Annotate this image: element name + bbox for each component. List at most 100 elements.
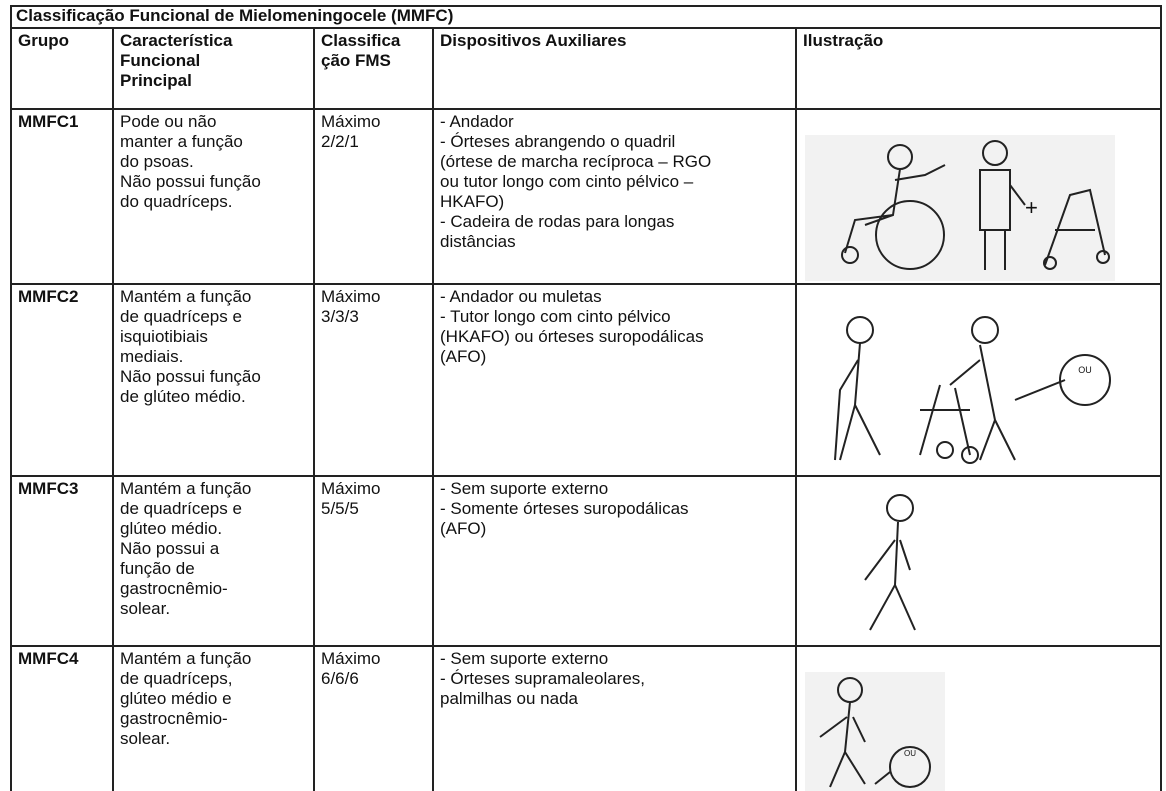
cell-line: solear. xyxy=(120,599,171,618)
table-title: Classificação Funcional de Mielomeningoc… xyxy=(16,6,454,25)
table-cell: - Andador - Órteses abrangendo o quadril(… xyxy=(440,112,711,252)
cell-line: Pode ou não xyxy=(120,112,217,131)
cell-line: solear. xyxy=(120,729,171,748)
cell-line: gastrocnêmio- xyxy=(120,709,228,728)
cell-line: Funcional xyxy=(120,51,201,70)
cell-line: Não possui a xyxy=(120,539,220,558)
callout-label: OU xyxy=(1078,365,1092,375)
table-cell: - Sem suporte externo - Órteses supramale… xyxy=(440,649,645,709)
cell-line: - Somente órteses suropodálicas xyxy=(440,499,689,518)
callout-label: OU xyxy=(904,749,916,758)
cell-line: Máximo xyxy=(321,479,381,498)
table-cell: Ilustração xyxy=(803,31,883,51)
illustration-walker: OU xyxy=(834,316,1111,464)
border xyxy=(10,5,1160,7)
table-cell: MMFC4 xyxy=(18,649,78,669)
cell-line: glúteo médio. xyxy=(120,519,223,538)
table-cell: - Sem suporte externo - Somente órteses s… xyxy=(440,479,689,539)
table-cell: Máximo 2/2/1 xyxy=(321,112,381,152)
cell-line: MMFC3 xyxy=(18,479,79,498)
table-cell: Classifica ção FMS xyxy=(321,31,400,71)
table-cell: MMFC2 xyxy=(18,287,78,307)
cell-line: 2/2/1 xyxy=(321,132,359,151)
cell-line: de quadríceps e xyxy=(120,499,242,518)
cell-line: MMFC1 xyxy=(18,112,79,131)
cell-line: Grupo xyxy=(18,31,69,50)
cell-line: (órtese de marcha recíproca – RGO xyxy=(440,152,712,171)
cell-line: distâncias xyxy=(440,232,516,251)
col-border xyxy=(112,27,114,791)
table-cell: MMFC3 xyxy=(18,479,78,499)
cell-line: (HKAFO) ou órteses suropodálicas xyxy=(440,327,704,346)
row-border xyxy=(10,283,1160,285)
cell-line: manter a função xyxy=(120,132,243,151)
cell-line: Não possui função xyxy=(120,367,261,386)
cell-line: de glúteo médio. xyxy=(120,387,246,406)
cell-line: glúteo médio e xyxy=(120,689,232,708)
row-border xyxy=(10,27,1160,29)
cell-line: HKAFO) xyxy=(440,192,505,211)
cell-line: MMFC2 xyxy=(18,287,79,306)
cell-line: palmilhas ou nada xyxy=(440,689,578,708)
cell-line: Não possui função xyxy=(120,172,261,191)
cell-line: 3/3/3 xyxy=(321,307,359,326)
table-cell: Mantém a função de quadríceps e isquiotibi… xyxy=(120,287,261,407)
table-cell: Dispositivos Auxiliares xyxy=(440,31,626,51)
col-border xyxy=(795,27,797,791)
cell-line: - Tutor longo com cinto pélvico xyxy=(440,307,671,326)
cell-line: - Órteses supramaleolares, xyxy=(440,669,646,688)
table-cell: Pode ou não manter a função do psoas. Não p… xyxy=(120,112,261,212)
cell-line: de quadríceps e xyxy=(120,307,242,326)
illustration-walking xyxy=(864,494,916,631)
illustration-wheelchair: + xyxy=(805,135,1115,281)
illustration-orthoses: OU xyxy=(805,672,945,791)
row-border xyxy=(10,645,1160,647)
cell-line: MMFC4 xyxy=(18,649,79,668)
cell-line: Principal xyxy=(120,71,192,90)
cell-line: - Cadeira de rodas para longas xyxy=(440,212,675,231)
cell-line: 6/6/6 xyxy=(321,669,359,688)
cell-line: - Andador xyxy=(440,112,514,131)
table-cell: Máximo 5/5/5 xyxy=(321,479,381,519)
col-border xyxy=(432,27,434,791)
cell-line: (AFO) xyxy=(440,347,487,366)
cell-line: Máximo xyxy=(321,287,381,306)
svg-text:+: + xyxy=(1025,195,1038,220)
cell-line: Mantém a função xyxy=(120,287,252,306)
table-cell: Máximo 3/3/3 xyxy=(321,287,381,327)
cell-line: - Sem suporte externo xyxy=(440,479,609,498)
table-cell: - Andador ou muletas - Tutor longo com ci… xyxy=(440,287,704,367)
cell-line: ou tutor longo com cinto pélvico – xyxy=(440,172,694,191)
table-cell: MMFC1 xyxy=(18,112,78,132)
cell-line: isquiotibiais xyxy=(120,327,208,346)
table-cell: Grupo xyxy=(18,31,69,51)
cell-line: - Sem suporte externo xyxy=(440,649,609,668)
cell-line: Mantém a função xyxy=(120,479,252,498)
cell-line: função de xyxy=(120,559,195,578)
cell-line: do psoas. xyxy=(120,152,194,171)
cell-line: ção FMS xyxy=(321,51,391,70)
cell-line: (AFO) xyxy=(440,519,487,538)
cell-line: Máximo xyxy=(321,112,381,131)
row-border xyxy=(10,108,1160,110)
table-cell: Máximo 6/6/6 xyxy=(321,649,381,689)
cell-line: Característica xyxy=(120,31,233,50)
border xyxy=(10,5,12,791)
cell-line: Ilustração xyxy=(803,31,884,50)
cell-line: mediais. xyxy=(120,347,184,366)
cell-line: Máximo xyxy=(321,649,381,668)
cell-line: Classifica xyxy=(321,31,401,50)
cell-line: - Órteses abrangendo o quadril xyxy=(440,132,676,151)
cell-line: Mantém a função xyxy=(120,649,252,668)
cell-line: 5/5/5 xyxy=(321,499,359,518)
cell-line: gastrocnêmio- xyxy=(120,579,228,598)
cell-line: Dispositivos Auxiliares xyxy=(440,31,627,50)
table-cell: Característica Funcional Principal xyxy=(120,31,232,91)
table-cell: Mantém a função de quadríceps e glúteo méd… xyxy=(120,479,251,619)
cell-line: do quadríceps. xyxy=(120,192,233,211)
table-cell: Mantém a função de quadríceps, glúteo médi… xyxy=(120,649,251,749)
cell-line: - Andador ou muletas xyxy=(440,287,602,306)
row-border xyxy=(10,475,1160,477)
cell-line: de quadríceps, xyxy=(120,669,233,688)
